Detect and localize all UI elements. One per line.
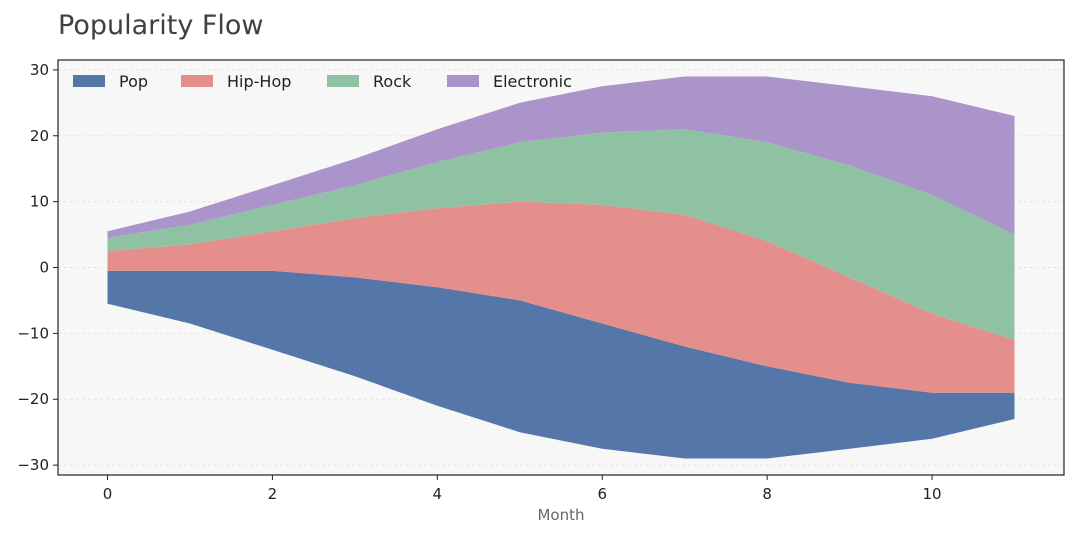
chart-title: Popularity Flow (58, 10, 264, 41)
legend-item-electronic[interactable]: Electronic (447, 72, 572, 91)
area-hip-hop (107, 201, 1015, 393)
y-tick-label: 10 (30, 193, 49, 211)
y-tick-label: 30 (30, 61, 49, 79)
x-tick-label: 4 (433, 485, 443, 503)
x-tick-label: 2 (268, 485, 278, 503)
tick-layer: 30 20 10 0 −10 −20 −30 0 2 4 6 8 10 (17, 61, 941, 503)
legend-item-rock[interactable]: Rock (327, 72, 412, 91)
y-tick-label: −20 (17, 390, 49, 408)
x-tick-label: 6 (597, 485, 607, 503)
legend-item-pop[interactable]: Pop (73, 72, 148, 91)
y-tick-label: 0 (39, 259, 49, 277)
y-tick-label: 20 (30, 127, 49, 145)
x-axis-label: Month (537, 506, 584, 524)
legend-item-hip-hop[interactable]: Hip-Hop (181, 72, 291, 91)
legend-label: Electronic (493, 72, 572, 91)
y-tick-label: −30 (17, 456, 49, 474)
legend-label: Pop (119, 72, 148, 91)
area-electronic (107, 76, 1015, 238)
legend-swatch (73, 75, 105, 87)
y-tick-label: −10 (17, 324, 49, 342)
x-tick-label: 10 (923, 485, 942, 503)
area-pop (107, 270, 1015, 459)
x-tick-label: 0 (103, 485, 113, 503)
area-rock (107, 129, 1015, 340)
legend-label: Rock (373, 72, 412, 91)
legend-label: Hip-Hop (227, 72, 291, 91)
area-layer (107, 76, 1015, 459)
legend[interactable]: Pop Hip-Hop Rock Electronic (73, 72, 572, 91)
x-tick-label: 8 (762, 485, 772, 503)
legend-swatch (181, 75, 213, 87)
legend-swatch (447, 75, 479, 87)
legend-swatch (327, 75, 359, 87)
